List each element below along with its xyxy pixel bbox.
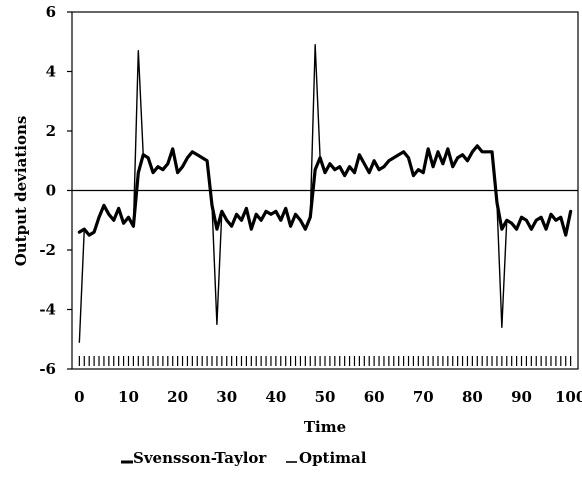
x-tick-label: 20 (167, 388, 188, 406)
y-axis-title: Output deviations (12, 116, 30, 267)
x-tick-label: 60 (364, 388, 385, 406)
x-tick-label: 10 (118, 388, 139, 406)
x-axis: 0 10 20 30 40 50 60 70 80 90 100 (74, 388, 582, 406)
series-line-optimal (78, 44, 572, 343)
y-tick-label: 4 (46, 63, 56, 81)
y-axis: -6 -4 -2 0 2 4 6 (39, 3, 72, 378)
x-tick-label: 70 (413, 388, 434, 406)
x-tick-label: 80 (462, 388, 483, 406)
legend-label-optimal: Optimal (299, 449, 367, 467)
x-tick-label: 30 (216, 388, 237, 406)
x-tick-label: 0 (74, 388, 84, 406)
x-axis-title: Time (304, 418, 346, 436)
legend-label-svensson-taylor: Svensson-Taylor (133, 449, 267, 467)
y-tick-label: 6 (46, 3, 56, 21)
y-tick-label: -2 (39, 241, 56, 259)
x-tick-label: 50 (315, 388, 336, 406)
legend: Svensson-Taylor Optimal (121, 449, 367, 467)
x-minor-ticks (78, 356, 572, 366)
x-tick-label: 40 (265, 388, 286, 406)
y-tick-label: 0 (46, 182, 56, 200)
x-tick-label: 90 (511, 388, 532, 406)
series-layer (77, 44, 573, 343)
x-tick-label: 100 (555, 388, 582, 406)
y-tick-label: 2 (46, 122, 56, 140)
y-tick-label: -4 (39, 301, 56, 319)
y-tick-label: -6 (39, 360, 56, 378)
